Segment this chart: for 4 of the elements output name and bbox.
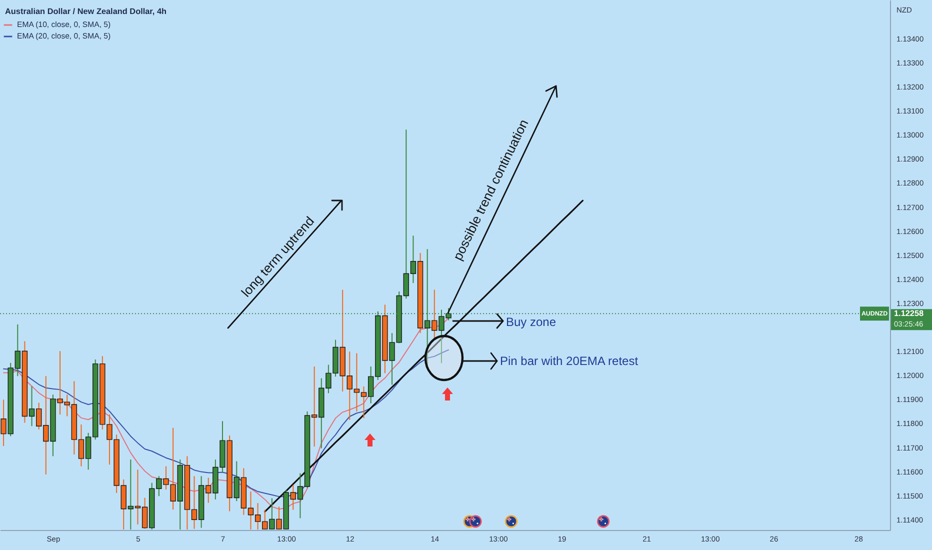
- annotation: Pin bar with 20EMA retest: [500, 354, 639, 368]
- annotation: Buy zone: [506, 315, 556, 329]
- text: Australian Dollar / New Zealand Dollar, 4h: [5, 6, 167, 16]
- text: 1.12258: [894, 309, 924, 318]
